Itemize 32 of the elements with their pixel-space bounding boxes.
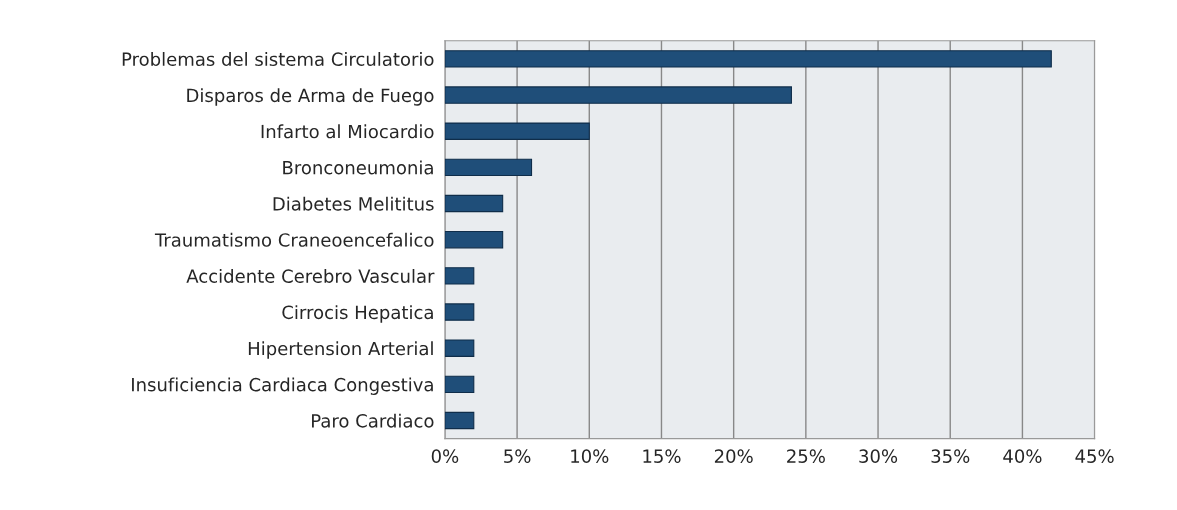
x-tick-label: 20% [714, 449, 753, 463]
y-tick-label: Hipertension Arterial [248, 341, 433, 359]
x-tick-label: 0% [431, 449, 459, 463]
bar [444, 122, 590, 140]
x-tick-label: 25% [787, 449, 825, 463]
y-tick-label: Disparos de Arma de Fuego [187, 88, 434, 106]
bar [444, 267, 475, 285]
bar [444, 339, 475, 357]
x-tick-label: 40% [1003, 449, 1042, 463]
y-tick-label: Accidente Cerebro Vascular [186, 269, 435, 283]
bar [444, 231, 504, 249]
bar [444, 158, 533, 177]
y-tick-label: Bronconeumonia [283, 160, 433, 175]
bar [444, 303, 475, 321]
x-tick-label: 10% [571, 449, 609, 463]
y-tick-label: Diabetes Melititus [273, 196, 434, 211]
x-tick-label: 45% [1075, 449, 1114, 463]
y-tick-label: Infarto al Miocardio [261, 124, 434, 139]
y-tick-label: Cirrocis Hepatica [282, 305, 433, 323]
bar [444, 50, 1052, 68]
y-tick-label: Insuficiencia Cardiaca Congestiva [132, 377, 433, 395]
bar [444, 375, 475, 394]
bar [444, 411, 475, 430]
x-tick-label: 35% [931, 449, 970, 463]
bar [444, 194, 504, 213]
x-tick-label: 30% [859, 449, 898, 463]
y-tick-label: Problemas del sistema Circulatorio [122, 52, 434, 66]
x-tick-label: 5% [504, 449, 531, 463]
y-tick-label: Traumatismo Craneoencefalico [154, 232, 434, 247]
y-tick-label: Paro Cardiaco [312, 413, 434, 428]
bar [444, 86, 792, 104]
x-tick-label: 15% [643, 449, 681, 463]
